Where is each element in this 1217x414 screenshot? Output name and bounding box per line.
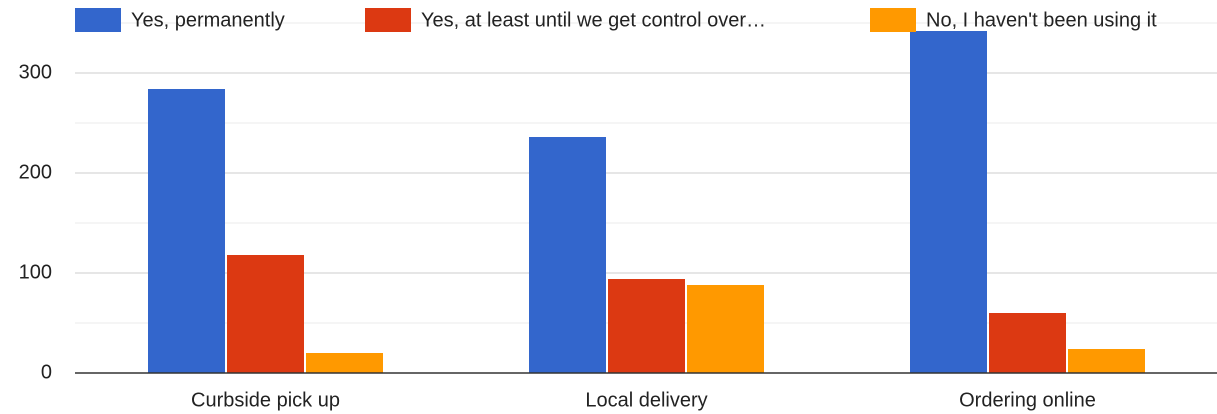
bar — [529, 137, 606, 373]
y-tick-label: 0 — [41, 361, 52, 383]
bar — [687, 285, 764, 373]
legend-swatch — [75, 8, 121, 32]
legend-label: Yes, at least until we get control over… — [421, 9, 766, 31]
legend-swatch — [365, 8, 411, 32]
legend-label: Yes, permanently — [131, 9, 285, 31]
y-tick-label: 100 — [19, 261, 52, 283]
bar — [1068, 349, 1145, 373]
bar — [910, 31, 987, 373]
x-tick-label: Curbside pick up — [191, 389, 340, 411]
bar — [148, 89, 225, 373]
bar — [227, 255, 304, 373]
legend-label: No, I haven't been using it — [926, 9, 1157, 31]
bar — [306, 353, 383, 373]
bar — [989, 313, 1066, 373]
bar — [608, 279, 685, 373]
y-tick-label: 300 — [19, 61, 52, 83]
y-tick-label: 200 — [19, 161, 52, 183]
legend-swatch — [870, 8, 916, 32]
x-tick-label: Ordering online — [959, 389, 1096, 411]
x-tick-label: Local delivery — [585, 389, 707, 411]
